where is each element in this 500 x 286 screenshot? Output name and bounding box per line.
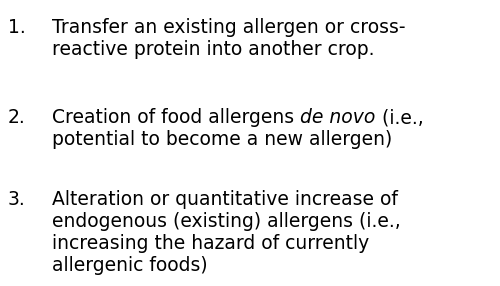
Text: endogenous (existing) allergens (i.e.,: endogenous (existing) allergens (i.e., — [52, 212, 401, 231]
Text: potential to become a new allergen): potential to become a new allergen) — [52, 130, 392, 149]
Text: 2.: 2. — [8, 108, 26, 127]
Text: 1.: 1. — [8, 18, 26, 37]
Text: reactive protein into another crop.: reactive protein into another crop. — [52, 40, 374, 59]
Text: 3.: 3. — [8, 190, 26, 209]
Text: de novo: de novo — [300, 108, 376, 127]
Text: Transfer an existing allergen or cross-: Transfer an existing allergen or cross- — [52, 18, 406, 37]
Text: (i.e.,: (i.e., — [376, 108, 423, 127]
Text: Creation of food allergens: Creation of food allergens — [52, 108, 300, 127]
Text: allergenic foods): allergenic foods) — [52, 256, 208, 275]
Text: increasing the hazard of currently: increasing the hazard of currently — [52, 234, 369, 253]
Text: Alteration or quantitative increase of: Alteration or quantitative increase of — [52, 190, 398, 209]
